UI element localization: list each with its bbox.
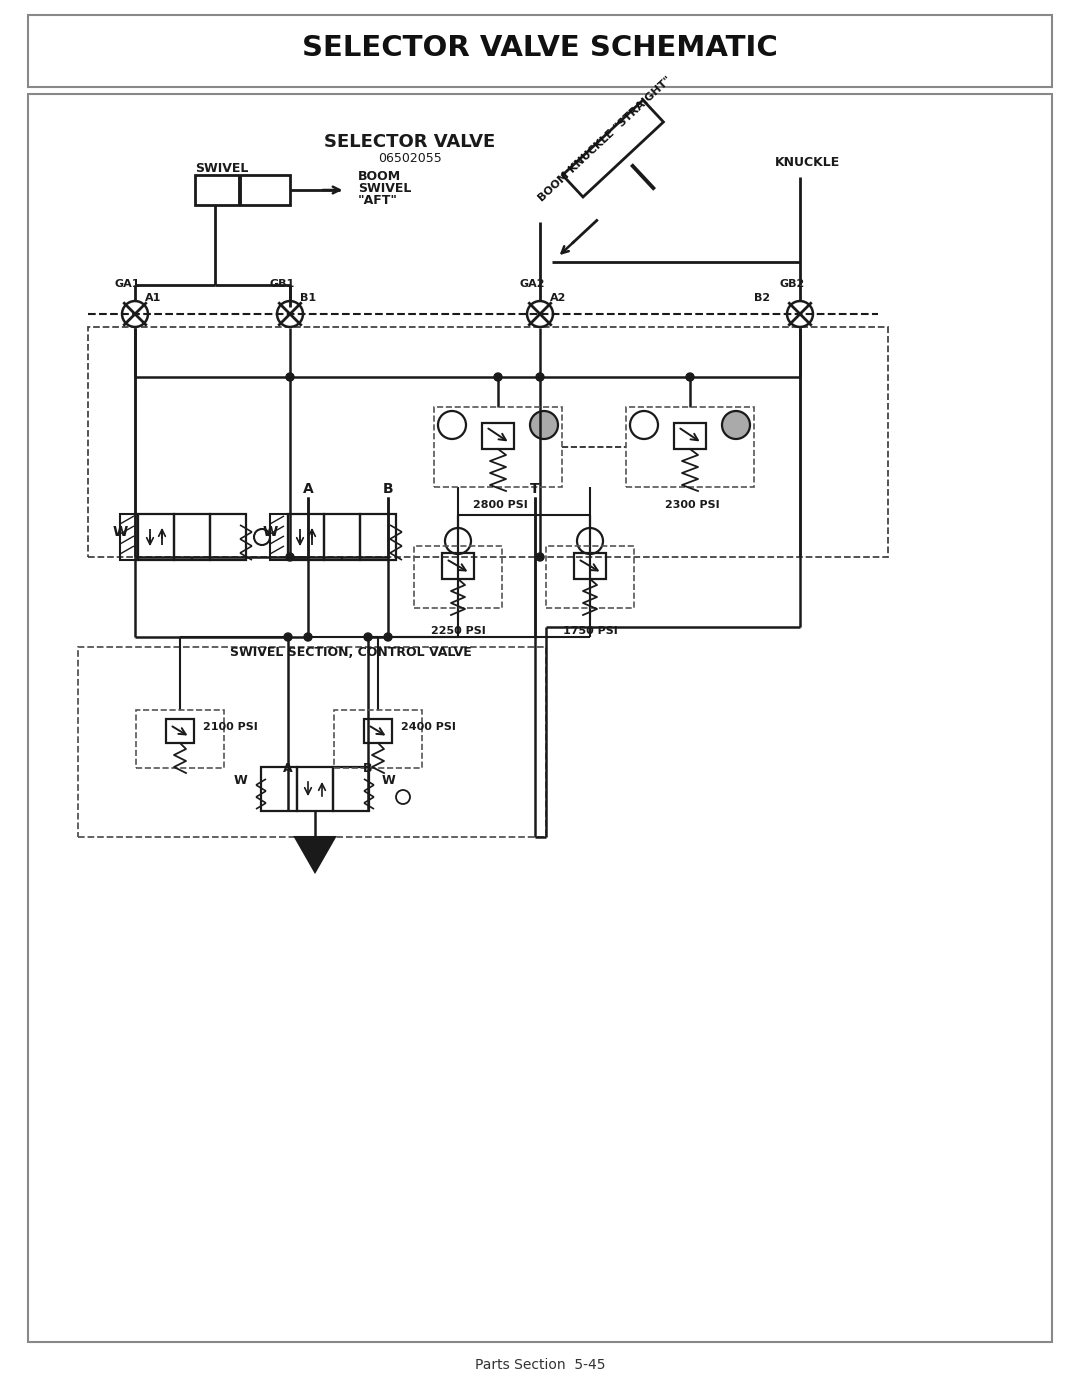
Bar — [195, 175, 291, 205]
Bar — [434, 407, 562, 488]
Bar — [674, 423, 706, 448]
Text: 2400 PSI: 2400 PSI — [401, 722, 456, 732]
Text: BOOM KNUCKLE "STRAIGHT": BOOM KNUCKLE "STRAIGHT" — [537, 74, 674, 204]
Circle shape — [303, 633, 312, 641]
Text: BOOM: BOOM — [357, 170, 401, 183]
Bar — [270, 514, 288, 560]
Bar — [261, 767, 297, 812]
Circle shape — [494, 373, 502, 381]
Bar — [120, 514, 138, 560]
Text: GA1: GA1 — [114, 279, 139, 289]
Bar — [138, 514, 174, 560]
Text: A1: A1 — [145, 293, 161, 303]
Circle shape — [286, 373, 294, 381]
Text: SWIVEL: SWIVEL — [357, 183, 411, 196]
Text: 2250 PSI: 2250 PSI — [431, 626, 485, 636]
Text: W: W — [382, 774, 396, 788]
Text: Parts Section  5-45: Parts Section 5-45 — [475, 1358, 605, 1372]
Text: B: B — [382, 482, 393, 496]
Bar — [334, 710, 422, 768]
Bar — [482, 423, 514, 448]
Text: GB1: GB1 — [269, 279, 295, 289]
Bar — [28, 15, 1052, 87]
Polygon shape — [295, 837, 335, 872]
Bar — [174, 514, 210, 560]
Circle shape — [723, 411, 750, 439]
Text: B2: B2 — [754, 293, 770, 303]
Bar — [563, 101, 663, 197]
Circle shape — [364, 633, 372, 641]
Bar — [288, 514, 324, 560]
Text: 2300 PSI: 2300 PSI — [664, 500, 719, 510]
Circle shape — [286, 553, 294, 562]
Text: W: W — [234, 774, 248, 788]
Text: A: A — [302, 482, 313, 496]
Circle shape — [384, 633, 392, 641]
Text: GB2: GB2 — [780, 279, 805, 289]
Bar — [28, 94, 1052, 1343]
Bar — [210, 514, 246, 560]
Text: T: T — [530, 482, 540, 496]
Text: 1750 PSI: 1750 PSI — [563, 626, 618, 636]
Bar — [166, 719, 194, 743]
Bar — [324, 514, 360, 560]
Bar — [414, 546, 502, 608]
Bar — [87, 327, 888, 557]
Bar — [297, 767, 333, 812]
Text: 2100 PSI: 2100 PSI — [203, 722, 257, 732]
Text: B: B — [363, 763, 373, 775]
Text: B1: B1 — [300, 293, 316, 303]
Circle shape — [284, 633, 292, 641]
Circle shape — [536, 373, 544, 381]
Text: W: W — [112, 525, 127, 539]
Text: KNUCKLE: KNUCKLE — [775, 155, 840, 169]
Bar — [364, 719, 392, 743]
Text: SELECTOR VALVE SCHEMATIC: SELECTOR VALVE SCHEMATIC — [302, 34, 778, 61]
Text: 2800 PSI: 2800 PSI — [473, 500, 527, 510]
Bar — [360, 514, 396, 560]
Text: A: A — [283, 763, 293, 775]
Circle shape — [536, 553, 544, 562]
Bar — [136, 710, 224, 768]
Circle shape — [686, 373, 694, 381]
Text: GA2: GA2 — [519, 279, 544, 289]
Bar — [78, 647, 546, 837]
Text: "AFT": "AFT" — [357, 194, 399, 208]
Bar — [442, 553, 474, 578]
Text: 06502055: 06502055 — [378, 151, 442, 165]
Text: A2: A2 — [550, 293, 566, 303]
Text: SELECTOR VALVE: SELECTOR VALVE — [324, 133, 496, 151]
Text: W: W — [262, 525, 278, 539]
Text: SWIVEL SECTION, CONTROL VALVE: SWIVEL SECTION, CONTROL VALVE — [230, 645, 472, 658]
Bar — [573, 553, 606, 578]
Bar — [626, 407, 754, 488]
Text: SWIVEL: SWIVEL — [195, 162, 248, 176]
Bar — [546, 546, 634, 608]
Circle shape — [530, 411, 558, 439]
Bar — [333, 767, 369, 812]
